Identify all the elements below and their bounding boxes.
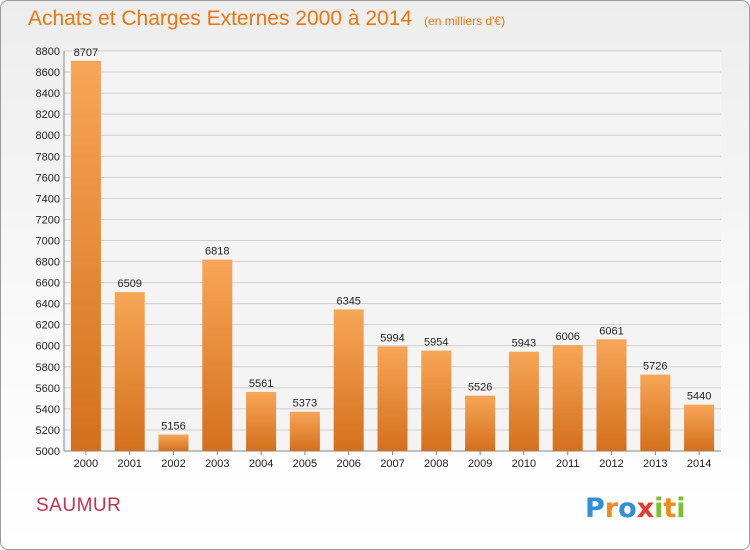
data-label: 5726: [643, 361, 667, 373]
data-label: 6006: [555, 331, 579, 343]
bar: [158, 434, 189, 451]
y-tick-label: 5200: [36, 425, 60, 437]
chart-title: Achats et Charges Externes 2000 à 2014 (e…: [28, 7, 505, 31]
city-label: SAUMUR: [36, 495, 122, 516]
x-tick-label: 2013: [643, 458, 667, 470]
x-tick-label: 2000: [74, 458, 98, 470]
data-label: 6509: [117, 278, 141, 290]
bar: [333, 309, 364, 451]
y-tick-label: 6400: [36, 299, 60, 311]
y-tick-label: 7800: [36, 151, 60, 163]
x-tick-label: 2010: [512, 458, 536, 470]
bar: [552, 345, 583, 451]
y-tick-label: 5000: [36, 446, 60, 458]
bar: [114, 292, 145, 451]
data-label: 8707: [74, 47, 98, 59]
chart-title-text: Achats et Charges Externes 2000 à 2014: [28, 7, 413, 30]
data-label: 5156: [161, 421, 185, 433]
x-tick-label: 2012: [599, 458, 623, 470]
x-tick-label: 2014: [687, 458, 711, 470]
x-tick-label: 2009: [468, 458, 492, 470]
bar: [640, 374, 671, 451]
bar: [508, 351, 539, 451]
y-tick-label: 5400: [36, 404, 60, 416]
data-label: 5526: [468, 382, 492, 394]
x-tick-label: 2003: [205, 458, 229, 470]
data-label: 5994: [380, 332, 404, 344]
y-tick-label: 8400: [36, 88, 60, 100]
y-tick-label: 8600: [36, 67, 60, 79]
x-tick-label: 2001: [117, 458, 141, 470]
x-tick-label: 2004: [249, 458, 273, 470]
bar: [465, 395, 496, 451]
x-tick-label: 2008: [424, 458, 448, 470]
x-tick-label: 2006: [336, 458, 360, 470]
y-tick-label: 6800: [36, 257, 60, 269]
y-tick-label: 7200: [36, 214, 60, 226]
data-label: 6061: [599, 325, 623, 337]
y-tick-label: 7600: [36, 172, 60, 184]
bar: [596, 339, 627, 451]
data-label: 5440: [687, 391, 711, 403]
y-tick-label: 5600: [36, 383, 60, 395]
y-tick-label: 8000: [36, 130, 60, 142]
bar: [421, 350, 452, 451]
x-tick-label: 2002: [161, 458, 185, 470]
y-tick-label: 6200: [36, 320, 60, 332]
data-label: 6345: [336, 295, 360, 307]
bar: [684, 404, 715, 451]
data-label: 5561: [249, 378, 273, 390]
y-tick-label: 8800: [36, 46, 60, 58]
x-tick-label: 2007: [380, 458, 404, 470]
y-tick-label: 7400: [36, 193, 60, 205]
y-tick-label: 6600: [36, 278, 60, 290]
x-tick-label: 2005: [293, 458, 317, 470]
x-tick-label: 2011: [556, 458, 580, 470]
chart-subtitle: (en milliers d'€): [424, 14, 506, 28]
data-label: 5373: [293, 398, 317, 410]
y-tick-label: 8200: [36, 109, 60, 121]
bar: [289, 411, 320, 451]
y-tick-label: 7000: [36, 235, 60, 247]
bar: [246, 391, 277, 451]
data-label: 5943: [512, 338, 536, 350]
bar: [202, 259, 233, 451]
data-label: 6818: [205, 246, 229, 258]
bar: [70, 60, 101, 451]
y-tick-label: 6000: [36, 341, 60, 353]
proxiti-logo: Proxiti: [585, 493, 686, 524]
bar: [377, 346, 408, 451]
data-label: 5954: [424, 337, 448, 349]
svg-text:Proxiti: Proxiti: [585, 493, 686, 524]
y-tick-label: 5800: [36, 362, 60, 374]
